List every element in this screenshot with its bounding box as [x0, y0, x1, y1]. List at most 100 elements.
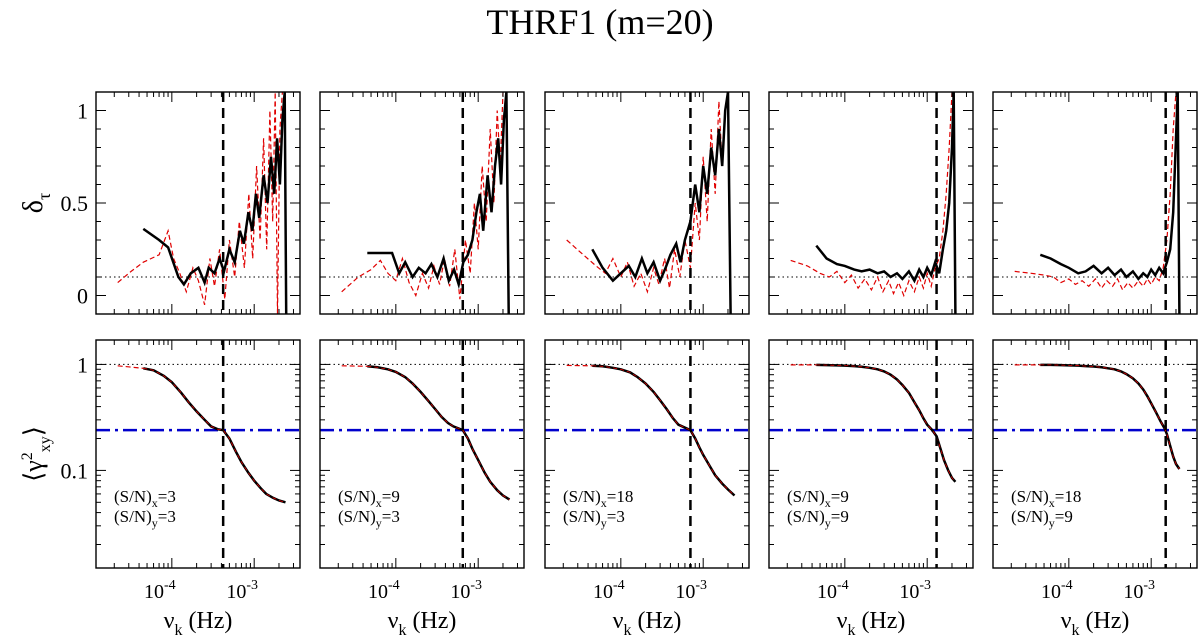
- sn-value: =3: [607, 507, 625, 526]
- xlabel-units: (Hz): [855, 608, 905, 634]
- y-axis-label-top: δτ: [18, 193, 54, 213]
- x-tick-base: 10: [226, 581, 246, 603]
- panel-1-bottom: 10.110-4 10-3νk (Hz)(S/N)x=3(S/N)y=3: [61, 339, 301, 638]
- x-axis-label: νk (Hz): [837, 608, 906, 638]
- plot-area: [993, 92, 1197, 314]
- sn-x-annotation: (S/N)x=9: [787, 487, 849, 510]
- x-tick-exponent: -4: [164, 578, 176, 593]
- x-tick-exponent: -3: [246, 578, 258, 593]
- sn-y-annotation: (S/N)y=3: [338, 507, 400, 530]
- xlabel-symbol: ν: [613, 608, 624, 634]
- sn-value: =9: [1055, 507, 1073, 526]
- ylabel-sup: 2: [19, 452, 36, 460]
- series-dashed: [1014, 92, 1177, 292]
- x-tick-label: 10-4: [817, 578, 849, 603]
- plot-area: [545, 340, 749, 568]
- ylabel-close: ⟩: [19, 426, 48, 436]
- panel-3-top: [544, 91, 750, 315]
- x-tick-label: 10-3: [675, 578, 707, 603]
- series-dashed: [117, 365, 144, 369]
- x-axis-label: νk (Hz): [613, 608, 682, 638]
- sn-sub: x: [376, 496, 382, 510]
- sn-x-annotation: (S/N)x=18: [563, 487, 633, 510]
- sn-base: (S/N): [563, 487, 601, 506]
- series-solid: [816, 363, 957, 483]
- x-tick-base: 10: [899, 581, 919, 603]
- sn-y-annotation: (S/N)y=3: [563, 507, 625, 530]
- panel-1-top: 00.51: [61, 91, 301, 315]
- series-dashed: [117, 92, 283, 314]
- x-axis-label: νk (Hz): [1061, 608, 1130, 638]
- series-solid: [143, 367, 286, 504]
- xlabel-symbol: ν: [837, 608, 848, 634]
- plot-frame: [992, 339, 1198, 569]
- x-tick-label: 10-3: [899, 578, 931, 603]
- plot-frame: [544, 91, 750, 315]
- sn-y-annotation: (S/N)y=3: [114, 507, 176, 530]
- y-tick-label: 1: [77, 99, 88, 124]
- xlabel-units: (Hz): [182, 608, 232, 634]
- y-tick-label: 0.1: [61, 458, 89, 483]
- ylabel-text: ⟨γ: [19, 460, 48, 482]
- sn-sub: x: [601, 496, 607, 510]
- series-solid: [367, 365, 511, 501]
- plot-frame: [544, 339, 750, 569]
- x-tick-base: 10: [817, 581, 837, 603]
- x-tick-label: 10-3: [450, 578, 482, 603]
- series-dashed: [341, 365, 368, 367]
- x-axis-label: νk (Hz): [388, 608, 457, 638]
- xlabel-symbol: ν: [1061, 608, 1072, 634]
- figure-title: THRF1 (m=20): [486, 2, 714, 42]
- panel-2-top: [319, 91, 525, 315]
- x-tick-exponent: -3: [1143, 578, 1155, 593]
- y-tick-label: 0.5: [61, 191, 89, 216]
- sn-base: (S/N): [787, 487, 825, 506]
- sn-value: =18: [1055, 487, 1082, 506]
- xlabel-units: (Hz): [1079, 608, 1129, 634]
- plot-frame: [768, 339, 974, 569]
- x-tick-label: 10-4: [144, 578, 176, 603]
- x-tick-label: 10-4: [368, 578, 400, 603]
- x-tick-base: 10: [1041, 581, 1061, 603]
- sn-base: (S/N): [114, 487, 152, 506]
- x-tick-base: 10: [368, 581, 388, 603]
- sn-base: (S/N): [1011, 487, 1049, 506]
- series-dashed-overlay: [592, 365, 735, 496]
- x-tick-label: 10-3: [1123, 578, 1155, 603]
- xlabel-symbol: ν: [164, 608, 175, 634]
- x-tick-base: 10: [675, 581, 695, 603]
- sn-value: =9: [831, 507, 849, 526]
- panel-3-bottom: 10-4 10-3 νk (Hz) (S/N)x=18(S/N)y=3: [544, 339, 750, 638]
- panel-4-top: [768, 91, 974, 315]
- x-tick-exponent: -3: [919, 578, 931, 593]
- x-tick-label: 10-4: [593, 578, 625, 603]
- xlabel-subscript: k: [398, 622, 406, 638]
- series-solid: [815, 92, 957, 314]
- sn-value: =9: [831, 487, 849, 506]
- sn-x-annotation: (S/N)x=9: [338, 487, 400, 510]
- xlabel-subscript: k: [847, 622, 855, 638]
- plot-area: [769, 92, 973, 314]
- series-dashed: [566, 101, 723, 294]
- panel-2-bottom: 10-4 10-3νk (Hz)(S/N)x=9(S/N)y=3: [319, 339, 525, 638]
- sn-x-annotation: (S/N)x=18: [1011, 487, 1081, 510]
- plot-area: [96, 340, 300, 568]
- plot-area: [320, 340, 524, 568]
- series-solid: [142, 92, 288, 314]
- sn-sub: y: [1049, 516, 1055, 530]
- plot-area: [993, 340, 1197, 568]
- x-tick-exponent: -3: [470, 578, 482, 593]
- sn-value: =9: [382, 487, 400, 506]
- y-axis-label-bottom: ⟨γ2xy⟩: [19, 426, 54, 482]
- sn-sub: y: [376, 516, 382, 530]
- sn-value: =3: [158, 487, 176, 506]
- sn-y-annotation: (S/N)y=9: [1011, 507, 1073, 530]
- x-tick-exponent: -4: [1061, 578, 1073, 593]
- plot-area: [545, 92, 749, 314]
- series-dashed-overlay: [1040, 364, 1180, 470]
- ylabel-sub: xy: [37, 436, 54, 452]
- x-axis-label: νk (Hz): [164, 608, 233, 638]
- x-tick-base: 10: [593, 581, 613, 603]
- xlabel-units: (Hz): [406, 608, 456, 634]
